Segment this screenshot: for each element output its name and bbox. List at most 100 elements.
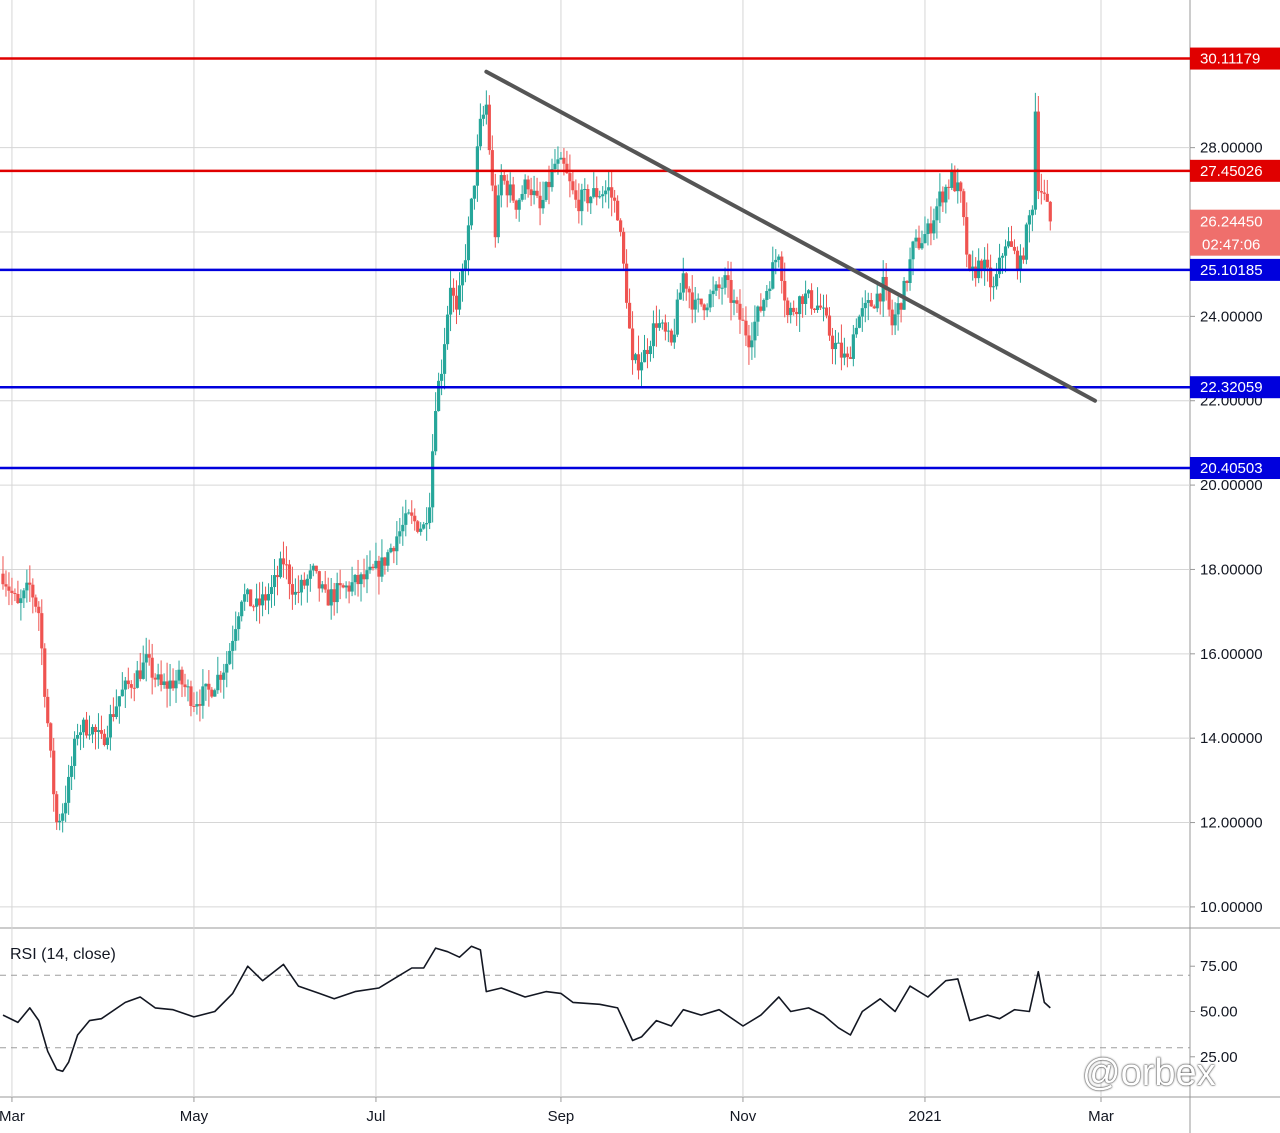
candle bbox=[866, 292, 870, 321]
candle-body bbox=[559, 157, 563, 160]
candle bbox=[1009, 225, 1014, 247]
candle-body bbox=[93, 726, 98, 733]
candle-body bbox=[627, 302, 632, 329]
candle bbox=[314, 565, 318, 574]
x-tick-label: May bbox=[180, 1108, 209, 1125]
candle bbox=[750, 322, 754, 360]
candle bbox=[622, 227, 626, 269]
candle bbox=[31, 578, 35, 614]
candle-body bbox=[174, 680, 178, 689]
candle bbox=[177, 660, 181, 685]
candle bbox=[624, 249, 629, 309]
candle bbox=[762, 298, 766, 317]
candle-body bbox=[911, 241, 915, 260]
candle bbox=[878, 292, 882, 315]
candle bbox=[434, 392, 438, 456]
candle bbox=[592, 172, 596, 199]
candle bbox=[786, 297, 790, 324]
candle-body bbox=[338, 583, 342, 586]
candle bbox=[413, 508, 417, 531]
candle-body bbox=[326, 589, 330, 606]
candle-body bbox=[362, 574, 366, 580]
candle bbox=[99, 715, 104, 740]
candle-body bbox=[105, 737, 110, 745]
rsi-tick-label: 25.00 bbox=[1200, 1049, 1238, 1066]
candle-body bbox=[392, 547, 396, 552]
candle bbox=[75, 723, 80, 746]
candle bbox=[830, 327, 835, 365]
candle-body bbox=[848, 357, 852, 359]
candle bbox=[783, 262, 787, 318]
candle bbox=[398, 517, 402, 544]
candle-body bbox=[219, 674, 223, 680]
candle bbox=[568, 154, 572, 198]
candle bbox=[959, 181, 963, 203]
candle-body bbox=[508, 184, 512, 196]
candle-body bbox=[926, 223, 930, 235]
candle-body bbox=[610, 187, 614, 198]
candle-body bbox=[19, 598, 23, 604]
candle-body bbox=[451, 287, 456, 296]
y-tick-label: 20.00000 bbox=[1200, 477, 1263, 494]
candle bbox=[890, 299, 894, 336]
candle-body bbox=[520, 193, 524, 200]
candle-body bbox=[22, 590, 26, 599]
candle bbox=[64, 785, 68, 823]
candle bbox=[675, 289, 679, 338]
candle-body bbox=[756, 306, 760, 322]
candle-body bbox=[445, 314, 450, 345]
candle-body bbox=[272, 575, 277, 588]
candle-body bbox=[269, 587, 274, 595]
candle bbox=[580, 183, 584, 226]
candle-body bbox=[989, 267, 993, 288]
candle bbox=[374, 542, 378, 570]
candle-countdown: 02:47:06 bbox=[1202, 237, 1260, 254]
candle bbox=[153, 673, 157, 688]
candle bbox=[726, 261, 730, 298]
candle bbox=[601, 186, 605, 209]
candle bbox=[389, 543, 393, 554]
candle bbox=[795, 307, 799, 326]
candle-body bbox=[401, 524, 405, 532]
candle bbox=[141, 645, 145, 680]
candle bbox=[249, 589, 253, 607]
candle bbox=[839, 324, 844, 371]
candle-body bbox=[311, 565, 315, 571]
candle bbox=[983, 247, 987, 286]
y-tick-label: 12.00000 bbox=[1200, 815, 1263, 832]
candle-body bbox=[505, 180, 509, 196]
support-level-tag bbox=[1190, 258, 1280, 281]
candle-body bbox=[762, 299, 766, 311]
candle-body bbox=[899, 303, 903, 310]
candle bbox=[926, 218, 930, 246]
y-tick-label: 14.00000 bbox=[1200, 730, 1263, 747]
candle-body bbox=[678, 292, 682, 300]
candle bbox=[887, 288, 891, 317]
candle bbox=[293, 578, 297, 605]
candle bbox=[81, 717, 86, 748]
candle-body bbox=[732, 300, 736, 303]
candle bbox=[22, 588, 26, 609]
candle-body bbox=[580, 189, 584, 212]
candle bbox=[43, 643, 47, 708]
candle-body bbox=[932, 220, 936, 234]
candle bbox=[991, 276, 996, 300]
candle bbox=[46, 688, 50, 727]
candle-body bbox=[448, 287, 453, 315]
candle bbox=[798, 295, 802, 332]
candle-body bbox=[1021, 255, 1026, 260]
candle-body bbox=[568, 173, 572, 182]
candle bbox=[278, 551, 283, 579]
candle bbox=[857, 314, 861, 329]
candle-body bbox=[890, 309, 894, 326]
candle-body bbox=[735, 300, 739, 304]
candle bbox=[654, 305, 659, 347]
candle-body bbox=[249, 589, 253, 607]
candle bbox=[529, 177, 533, 207]
candle bbox=[753, 305, 757, 358]
candle bbox=[935, 198, 939, 239]
candle bbox=[404, 499, 408, 537]
candle bbox=[129, 680, 133, 699]
candle-body bbox=[693, 299, 697, 310]
candle bbox=[469, 197, 474, 230]
